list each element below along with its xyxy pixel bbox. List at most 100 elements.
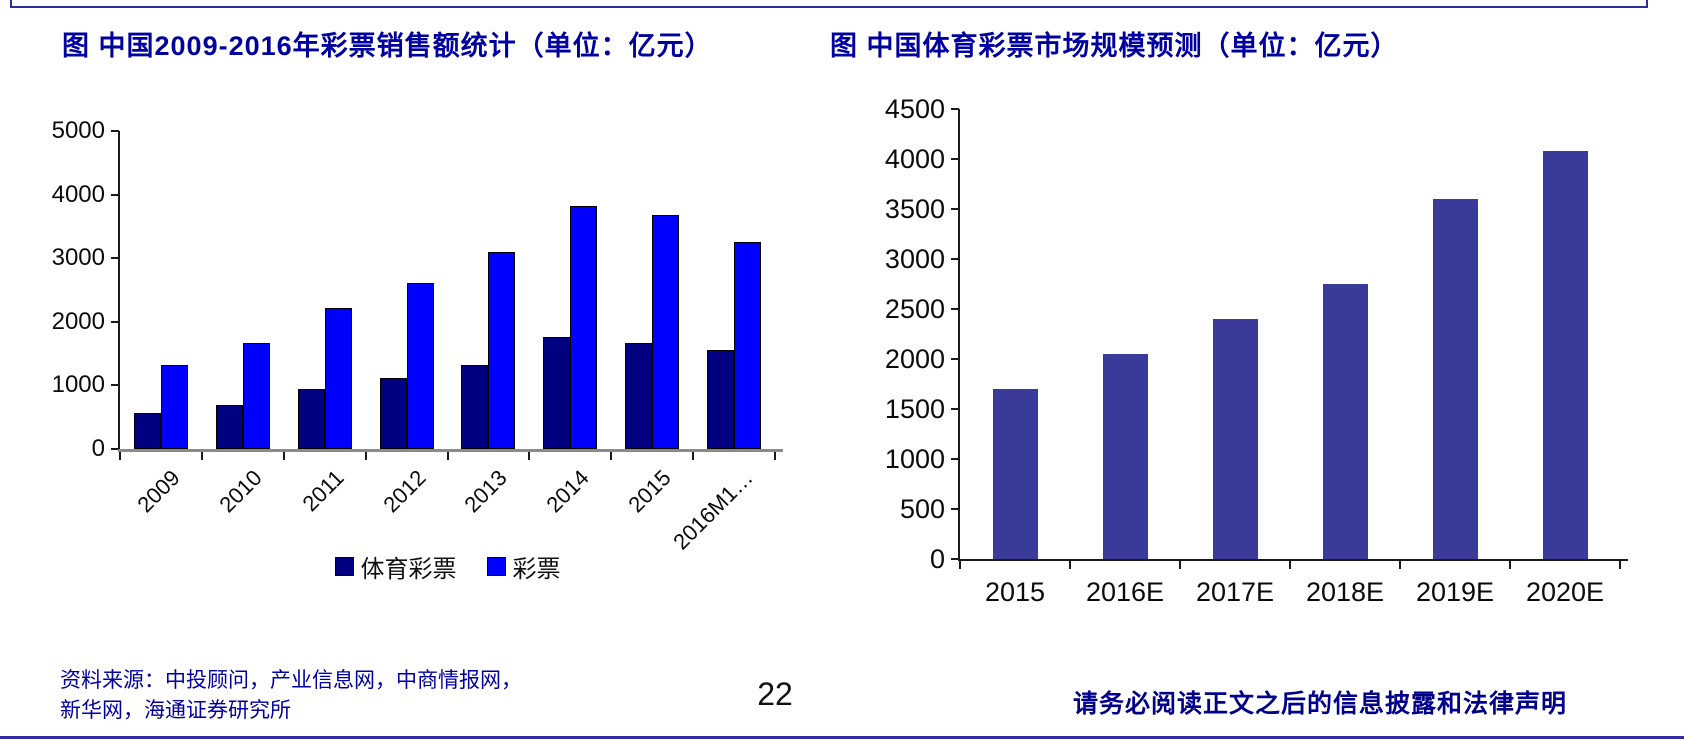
left-chart-title: 图 中国2009-2016年彩票销售额统计（单位：亿元） (62, 24, 713, 61)
x-axis-tick (282, 452, 285, 460)
x-category-label: 2014 (541, 465, 594, 518)
bar-彩票-2013 (488, 252, 516, 449)
bar-彩票-2011 (324, 308, 352, 449)
y-tick-label: 2000 (884, 344, 945, 374)
x-axis-tick (959, 561, 961, 569)
data-source-line2: 新华网，海通证券研究所 (60, 699, 291, 722)
bar-彩票-2010 (242, 343, 270, 449)
y-tick-label: 4000 (884, 144, 945, 174)
chart-legend: 体育彩票 彩票 (120, 549, 775, 584)
bar-彩票-2009 (160, 364, 188, 449)
x-category-label: 2012 (377, 465, 431, 518)
y-axis-tick (951, 158, 959, 160)
bar-体育彩票市场规模-2017E (1212, 319, 1258, 559)
y-tick-label: 1500 (884, 394, 945, 424)
y-tick-label: 1000 (51, 371, 105, 399)
y-axis-line (118, 131, 120, 451)
x-category-label: 2015 (623, 465, 676, 518)
y-axis-tick (111, 448, 119, 450)
bar-彩票-2016M1… (734, 242, 762, 449)
y-axis-tick (111, 257, 119, 260)
x-axis-tick (364, 452, 367, 460)
y-axis-tick (111, 320, 119, 323)
x-axis-tick (200, 452, 203, 460)
y-axis-tick (111, 384, 119, 387)
bar-彩票-2014 (570, 205, 598, 449)
x-category-label: 2013 (459, 465, 513, 518)
y-tick-label: 1000 (884, 444, 945, 474)
bar-彩票-2012 (406, 282, 434, 449)
y-axis-tick (951, 408, 959, 410)
x-category-label: 2016E (1085, 577, 1165, 607)
y-axis-tick (951, 308, 959, 310)
legend-item: 体育彩票 (334, 549, 457, 584)
y-axis-tick (951, 358, 959, 360)
y-axis-tick (111, 193, 119, 196)
bar-彩票-2015 (652, 215, 680, 449)
y-tick-label: 4000 (51, 180, 105, 208)
x-category-label: 2011 (297, 465, 349, 517)
data-source-line1: 资料来源：中投顾问，产业信息网，中商情报网， (60, 669, 522, 692)
x-axis-tick (119, 452, 121, 460)
legend-label: 体育彩票 (360, 556, 457, 583)
y-tick-label: 2500 (884, 294, 945, 324)
legend-item: 彩票 (486, 549, 561, 584)
y-axis-tick (951, 558, 959, 560)
y-tick-label: 3000 (884, 244, 945, 274)
y-tick-label: 0 (91, 435, 105, 462)
bar-体育彩票市场规模-2018E (1322, 284, 1368, 559)
lottery-sales-bar-chart: 0 1000 2000 3000 4000 5000 2009 2010 2011 2012 201… (45, 95, 790, 655)
sports-lottery-forecast-bar-chart: 0 500 1000 1500 2000 2500 3000 3500 4000 4500 2015… (830, 85, 1660, 645)
bar-体育彩票-2011 (297, 389, 325, 449)
x-category-label: 2009 (132, 465, 185, 518)
bar-体育彩票市场规模-2020E (1542, 151, 1588, 559)
y-tick-label: 4500 (884, 94, 945, 124)
header-box-right-stub (1646, 0, 1648, 8)
header-box-bottom-rule (10, 6, 1648, 8)
legal-disclaimer: 请务必阅读正文之后的信息披露和法律声明 (1072, 690, 1567, 718)
x-axis-line (958, 559, 1628, 561)
x-category-label: 2017E (1195, 577, 1275, 607)
y-tick-label: 5000 (51, 117, 105, 144)
x-category-label: 2018E (1305, 577, 1385, 607)
x-axis-tick (446, 452, 449, 460)
x-axis-tick (1399, 561, 1401, 569)
bar-体育彩票-2009 (133, 413, 161, 449)
x-axis-tick (610, 452, 613, 460)
y-tick-label: 3000 (51, 244, 105, 272)
bar-体育彩票-2015 (625, 343, 653, 449)
left-chart-title-prefix: 图 中国 (62, 31, 155, 61)
bar-体育彩票市场规模-2016E (1102, 354, 1148, 559)
y-tick-label: 2000 (51, 307, 105, 335)
right-chart-title: 图 中国体育彩票市场规模预测（单位：亿元） (830, 31, 1399, 61)
x-axis-tick (1289, 561, 1291, 569)
x-category-label: 2020E (1525, 577, 1605, 607)
y-axis-tick (951, 108, 959, 110)
bar-体育彩票市场规模-2019E (1432, 199, 1478, 559)
header-box-left-stub (10, 0, 12, 8)
x-axis-tick (774, 452, 776, 460)
footer-rule (0, 736, 1684, 739)
legend-swatch-体育彩票 (334, 557, 354, 576)
y-tick-label: 0 (929, 544, 945, 574)
x-category-label: 2019E (1415, 577, 1495, 607)
x-axis-tick (1619, 561, 1621, 569)
x-axis-tick (528, 452, 531, 460)
y-axis-tick (111, 130, 119, 132)
bar-体育彩票-2014 (543, 336, 571, 449)
x-axis-line (118, 449, 783, 452)
bar-体育彩票-2013 (461, 364, 489, 449)
x-axis-tick (1069, 561, 1071, 569)
x-category-label: 2016M1… (668, 465, 758, 555)
x-axis-tick (692, 452, 695, 460)
bar-体育彩票-2012 (379, 378, 407, 449)
left-chart-title-years: 2009-2016 (154, 31, 293, 61)
y-axis-tick (951, 208, 959, 210)
y-tick-label: 3500 (884, 194, 945, 224)
y-axis-line (958, 109, 960, 561)
y-axis-tick (951, 508, 959, 510)
x-category-label: 2015 (984, 577, 1046, 607)
x-category-label: 2010 (214, 465, 267, 518)
page-number: 22 (757, 676, 793, 712)
y-axis-tick (951, 458, 959, 460)
